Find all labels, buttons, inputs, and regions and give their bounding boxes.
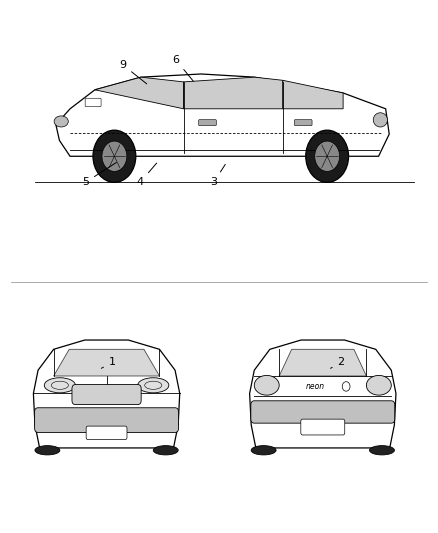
Text: 4: 4 [137,163,157,187]
Ellipse shape [373,113,388,127]
Polygon shape [56,74,389,156]
Text: 9: 9 [120,60,147,84]
Text: neon: neon [305,382,325,391]
Text: 2: 2 [331,358,345,368]
Polygon shape [95,77,184,109]
Polygon shape [283,80,343,109]
Ellipse shape [35,446,60,455]
Ellipse shape [44,378,75,393]
Polygon shape [184,77,283,109]
Ellipse shape [370,446,394,455]
Text: 6: 6 [172,55,194,82]
Polygon shape [33,340,180,448]
Polygon shape [53,349,159,376]
Polygon shape [250,340,396,448]
Text: 3: 3 [210,164,225,187]
Ellipse shape [251,446,276,455]
Text: 5: 5 [82,163,117,187]
Polygon shape [279,349,366,376]
Circle shape [93,130,136,182]
Text: 1: 1 [101,358,116,368]
FancyBboxPatch shape [294,119,312,126]
Ellipse shape [366,375,391,395]
Ellipse shape [254,375,279,395]
FancyBboxPatch shape [86,426,127,440]
FancyBboxPatch shape [251,401,395,423]
FancyBboxPatch shape [72,384,141,405]
Ellipse shape [153,446,178,455]
Circle shape [102,141,127,172]
FancyBboxPatch shape [198,119,216,126]
Ellipse shape [138,378,169,393]
Circle shape [342,382,350,391]
FancyBboxPatch shape [301,419,345,435]
FancyBboxPatch shape [35,408,179,432]
Ellipse shape [54,116,68,127]
FancyBboxPatch shape [85,98,101,107]
Circle shape [315,141,339,172]
Circle shape [306,130,349,182]
